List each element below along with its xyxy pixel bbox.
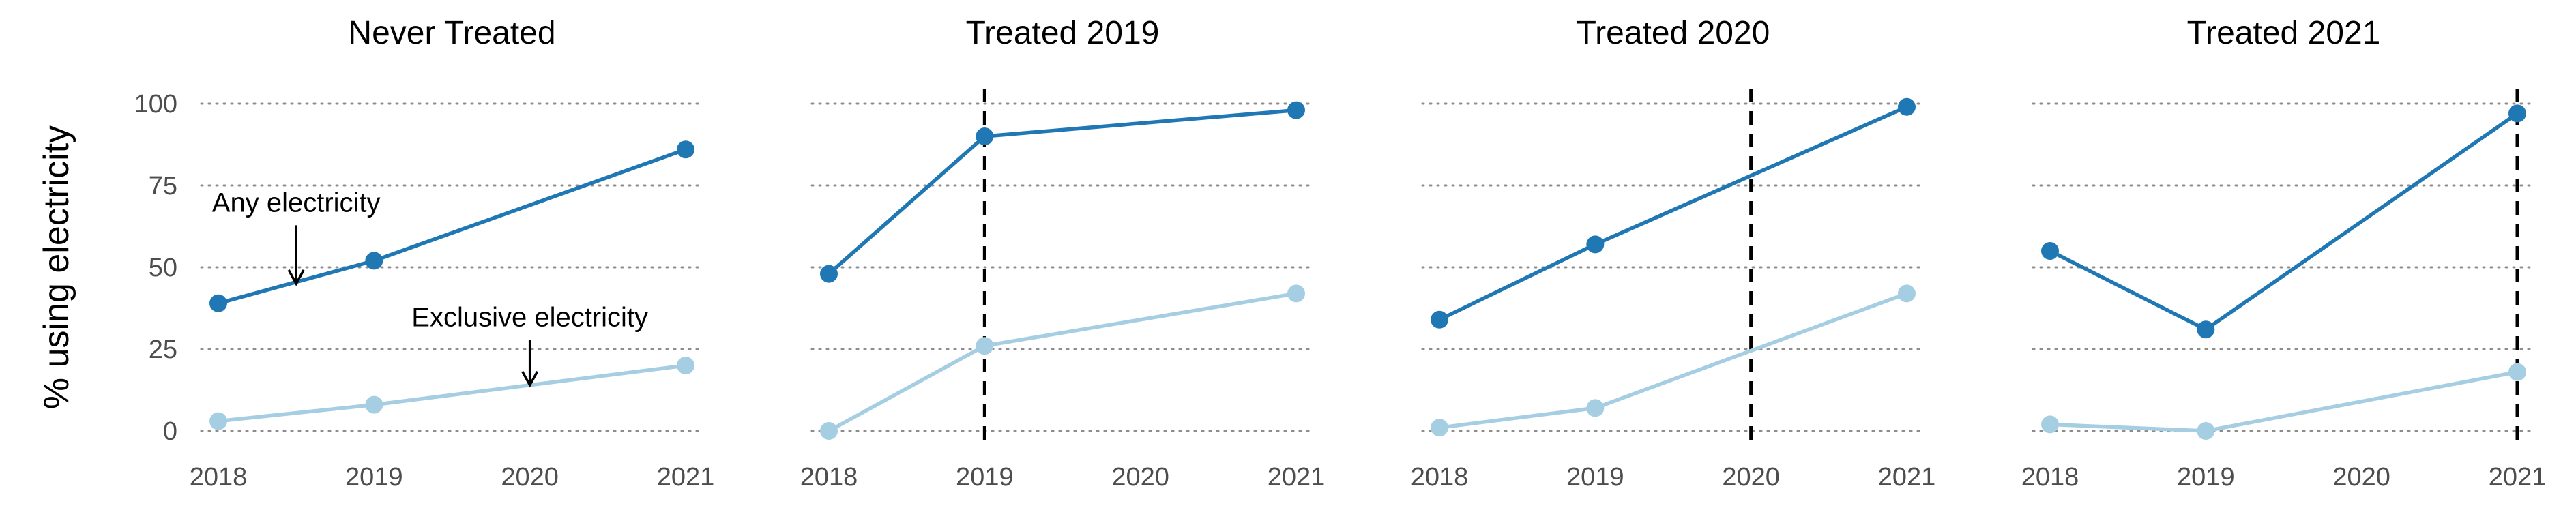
data-point — [2197, 320, 2215, 339]
x-tick-label: 2018 — [1411, 463, 1469, 492]
data-point — [677, 140, 694, 159]
data-point — [2508, 363, 2526, 381]
data-point — [2197, 422, 2215, 440]
x-tick-label: 2020 — [1111, 463, 1169, 492]
data-point — [365, 395, 383, 414]
x-tick-label: 2021 — [2489, 463, 2547, 492]
data-point — [1586, 235, 1605, 254]
data-point — [677, 357, 694, 374]
y-tick-label: 100 — [134, 90, 177, 119]
data-point — [820, 265, 838, 283]
panel-title: Treated 2019 — [966, 15, 1160, 51]
data-point — [1287, 101, 1305, 119]
panel-4: Treated 2021 2018 2019 2020 2021 — [2021, 15, 2547, 492]
x-tick-label: 2019 — [2177, 463, 2235, 492]
panel-title: Treated 2021 — [2187, 15, 2381, 51]
x-tick-label: 2020 — [1722, 463, 1780, 492]
x-tick-label: 2020 — [2332, 463, 2390, 492]
panel-title: Treated 2020 — [1577, 15, 1770, 51]
annotation-arrowhead — [287, 269, 305, 286]
series-line — [828, 291, 1297, 433]
data-point — [1431, 310, 1448, 329]
panel-1: Never Treated 0 25 50 75 100 2018 2019 2020 2021 A… — [134, 15, 715, 492]
panel-2: Treated 2019 2018 2019 2020 2021 — [800, 15, 1326, 492]
y-tick-label: 25 — [149, 335, 177, 364]
annotation-arrowhead — [521, 370, 539, 388]
y-tick-label: 50 — [149, 254, 177, 282]
panel-title: Never Treated — [348, 15, 555, 51]
y-tick-label: 75 — [149, 172, 177, 200]
x-tick-label: 2018 — [190, 463, 248, 492]
y-axis-label: % using electricity — [37, 125, 76, 409]
data-point — [2508, 104, 2526, 123]
x-tick-label: 2019 — [345, 463, 403, 492]
series-line — [828, 108, 1297, 275]
x-tick-label: 2018 — [800, 463, 858, 492]
data-point — [976, 337, 994, 355]
annotation-label: Any electricity — [212, 188, 381, 217]
series-line — [1439, 291, 1907, 430]
chart-panels: Never Treated 0 25 50 75 100 2018 2019 2020 2021 A… — [134, 15, 2547, 492]
x-tick-label: 2021 — [657, 463, 715, 492]
data-point — [820, 422, 838, 440]
data-point — [1898, 284, 1916, 303]
data-point — [209, 412, 227, 430]
annotation-label: Exclusive electricity — [411, 302, 648, 332]
x-tick-label: 2019 — [1566, 463, 1624, 492]
series-line — [1438, 105, 1908, 322]
data-point — [976, 127, 994, 145]
data-point — [2041, 242, 2059, 260]
series-line — [218, 147, 686, 305]
data-point — [209, 294, 227, 312]
series-line — [2049, 112, 2519, 331]
series-line — [2049, 370, 2518, 433]
x-tick-label: 2018 — [2021, 463, 2079, 492]
x-tick-label: 2021 — [1878, 463, 1936, 492]
series-line — [218, 363, 686, 423]
x-tick-label: 2019 — [956, 463, 1014, 492]
data-point — [1287, 284, 1305, 303]
data-point — [1431, 419, 1448, 437]
data-point — [1586, 399, 1605, 417]
y-tick-label: 0 — [163, 417, 177, 446]
data-point — [365, 252, 383, 270]
x-tick-label: 2021 — [1268, 463, 1326, 492]
x-tick-label: 2020 — [501, 463, 559, 492]
panel-3: Treated 2020 2018 2019 2020 2021 — [1411, 15, 1936, 492]
data-point — [2041, 415, 2059, 434]
data-point — [1898, 97, 1916, 116]
